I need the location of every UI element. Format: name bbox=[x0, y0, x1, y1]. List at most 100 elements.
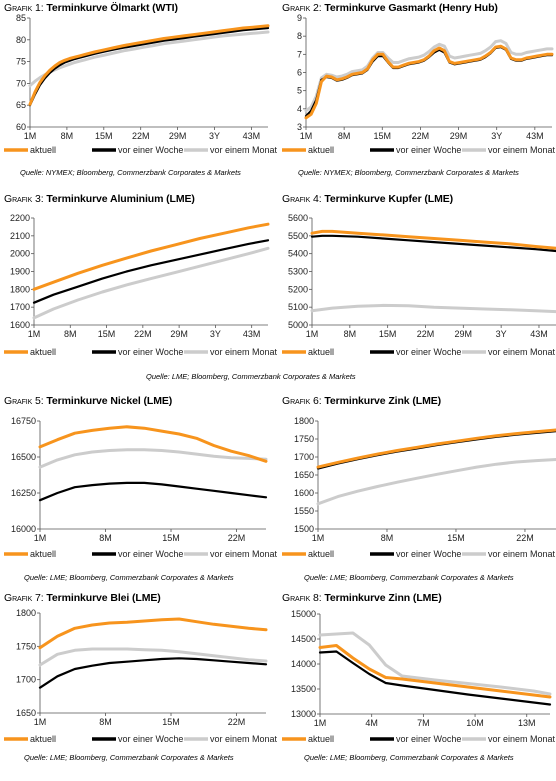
y-tick-label: 1650 bbox=[16, 708, 36, 718]
y-tick-label: 5000 bbox=[288, 320, 308, 330]
series-line-monat bbox=[318, 631, 552, 696]
x-tick-label: 15M bbox=[447, 533, 465, 543]
chart-source: Quelle: NYMEX; Bloomberg, Commerzbank Co… bbox=[298, 168, 519, 177]
y-tick-label: 1800 bbox=[294, 416, 314, 426]
legend-label-woche: vor einer Woche bbox=[396, 549, 461, 559]
legend-label-woche: vor einer Woche bbox=[118, 347, 183, 357]
x-tick-label: 15M bbox=[162, 533, 180, 543]
y-tick-label: 5300 bbox=[288, 267, 308, 277]
legend-label-woche: vor einer Woche bbox=[396, 734, 461, 744]
chart-svg: 60 65 70 75 80 85 1M 8M 15M 22M 29M 3Y 43M aktuell vor… bbox=[4, 13, 278, 155]
x-tick-label: 43M bbox=[243, 329, 261, 339]
legend-label-woche: vor einer Woche bbox=[118, 549, 183, 559]
chart-label: Grafik 4: bbox=[282, 193, 322, 205]
x-tick-label: 29M bbox=[455, 329, 473, 339]
x-tick-label: 15M bbox=[95, 131, 113, 141]
chart-svg: 16000 16250 16500 16750 1M 8M 15M 22M aktuell vor… bbox=[4, 416, 278, 559]
y-tick-label: 85 bbox=[16, 13, 26, 23]
x-tick-label: 1M bbox=[24, 131, 37, 141]
legend-label-monat: vor einem Monat bbox=[488, 734, 556, 744]
chart-panel-blei: Grafik 7: Terminkurve Blei (LME) 1650 170… bbox=[0, 590, 278, 781]
y-tick-label: 1600 bbox=[10, 320, 30, 330]
series-line-woche bbox=[28, 26, 270, 107]
x-tick-label: 43M bbox=[243, 131, 261, 141]
y-tick-label: 16250 bbox=[11, 488, 36, 498]
y-tick-label: 1550 bbox=[294, 506, 314, 516]
legend-label-monat: vor einem Monat bbox=[210, 347, 278, 357]
legend-label-aktuell: aktuell bbox=[308, 347, 334, 357]
x-tick-label: 1M bbox=[312, 533, 325, 543]
x-tick-label: 8M bbox=[381, 533, 394, 543]
chart-panel-nickel: Grafik 5: Terminkurve Nickel (LME) 16000… bbox=[0, 393, 278, 584]
x-tick-label: 15M bbox=[374, 131, 392, 141]
chart-svg: 1600 1700 1800 1900 2000 2100 2200 1M 8M 15M 22M 29… bbox=[4, 213, 278, 357]
y-tick-label: 65 bbox=[16, 100, 26, 110]
chart-source: Quelle: LME; Bloomberg, Commerzbank Corp… bbox=[24, 573, 234, 582]
x-tick-label: 1M bbox=[306, 329, 319, 339]
chart-title: Grafik 6: Terminkurve Zink (LME) bbox=[282, 395, 441, 407]
chart-title: Grafik 7: Terminkurve Blei (LME) bbox=[4, 592, 161, 604]
series-line-aktuell bbox=[310, 229, 556, 250]
legend-label-aktuell: aktuell bbox=[308, 549, 334, 559]
y-tick-label: 9 bbox=[297, 13, 302, 23]
chart-panel-aluminium: Grafik 3: Terminkurve Aluminium (LME) 16… bbox=[0, 191, 278, 382]
series-line-aktuell bbox=[318, 644, 552, 699]
y-tick-label: 7 bbox=[297, 49, 302, 59]
x-tick-label: 1M bbox=[34, 533, 47, 543]
x-tick-label: 13M bbox=[518, 718, 536, 728]
legend-label-aktuell: aktuell bbox=[30, 347, 56, 357]
y-tick-label: 1500 bbox=[294, 524, 314, 534]
series-line-aktuell bbox=[316, 428, 556, 469]
x-tick-label: 8M bbox=[338, 131, 351, 141]
chart-label: Grafik 2: bbox=[282, 2, 322, 14]
chart-title: Grafik 5: Terminkurve Nickel (LME) bbox=[4, 395, 172, 407]
y-tick-label: 6 bbox=[297, 68, 302, 78]
chart-label: Grafik 3: bbox=[4, 193, 44, 205]
chart-panel-zinn: Grafik 8: Terminkurve Zinn (LME) 13000 13… bbox=[278, 590, 556, 781]
y-tick-label: 1800 bbox=[16, 608, 36, 618]
y-tick-label: 1700 bbox=[294, 452, 314, 462]
y-tick-label: 1750 bbox=[294, 434, 314, 444]
series-line-monat bbox=[316, 458, 556, 506]
series-line-monat bbox=[310, 303, 556, 314]
series-line-woche bbox=[310, 234, 556, 253]
chart-svg: 1500 1550 1600 1650 1700 1750 1800 1M 8M 15M 22M ak… bbox=[282, 416, 556, 559]
x-tick-label: 43M bbox=[526, 131, 544, 141]
y-tick-label: 5200 bbox=[288, 284, 308, 294]
legend-label-aktuell: aktuell bbox=[308, 145, 334, 155]
chart-title: Grafik 2: Terminkurve Gasmarkt (Henry Hu… bbox=[282, 2, 498, 14]
legend-label-aktuell: aktuell bbox=[30, 549, 56, 559]
chart-panel-gas: Grafik 2: Terminkurve Gasmarkt (Henry Hu… bbox=[278, 0, 556, 191]
legend-label-monat: vor einem Monat bbox=[210, 549, 278, 559]
y-tick-label: 4 bbox=[297, 104, 302, 114]
series-line-aktuell bbox=[28, 24, 270, 106]
x-tick-label: 1M bbox=[300, 131, 313, 141]
chart-svg: 5000 5100 5200 5300 5400 5500 5600 1M 8M 15M 22M 29… bbox=[282, 213, 556, 357]
chart-title: Grafik 1: Terminkurve Ölmarkt (WTI) bbox=[4, 2, 178, 14]
y-tick-label: 8 bbox=[297, 31, 302, 41]
y-tick-label: 1700 bbox=[16, 675, 36, 685]
x-tick-label: 22M bbox=[412, 131, 430, 141]
series-line-aktuell bbox=[38, 617, 268, 650]
x-tick-label: 22M bbox=[516, 533, 534, 543]
series-line-woche bbox=[38, 657, 268, 689]
legend-label-monat: vor einem Monat bbox=[488, 549, 556, 559]
x-tick-label: 1M bbox=[34, 717, 47, 727]
chart-source: Quelle: NYMEX; Bloomberg, Commerzbank Co… bbox=[20, 168, 241, 177]
legend-label-woche: vor einer Woche bbox=[118, 734, 183, 744]
y-tick-label: 1800 bbox=[10, 284, 30, 294]
x-tick-label: 22M bbox=[228, 533, 246, 543]
y-tick-label: 16500 bbox=[11, 452, 36, 462]
chart-source: Quelle: LME; Bloomberg, Commerzbank Corp… bbox=[304, 573, 514, 582]
y-tick-label: 13000 bbox=[291, 709, 316, 719]
x-tick-label: 8M bbox=[64, 329, 77, 339]
y-tick-label: 15000 bbox=[291, 609, 316, 619]
chart-name: Terminkurve Ölmarkt (WTI) bbox=[46, 2, 178, 14]
y-tick-label: 1750 bbox=[16, 641, 36, 651]
y-tick-label: 3 bbox=[297, 122, 302, 132]
chart-label: Grafik 8: bbox=[282, 592, 322, 604]
y-tick-label: 14500 bbox=[291, 634, 316, 644]
x-tick-label: 4M bbox=[365, 718, 378, 728]
y-tick-label: 2000 bbox=[10, 249, 30, 259]
chart-label: Grafik 7: bbox=[4, 592, 44, 604]
